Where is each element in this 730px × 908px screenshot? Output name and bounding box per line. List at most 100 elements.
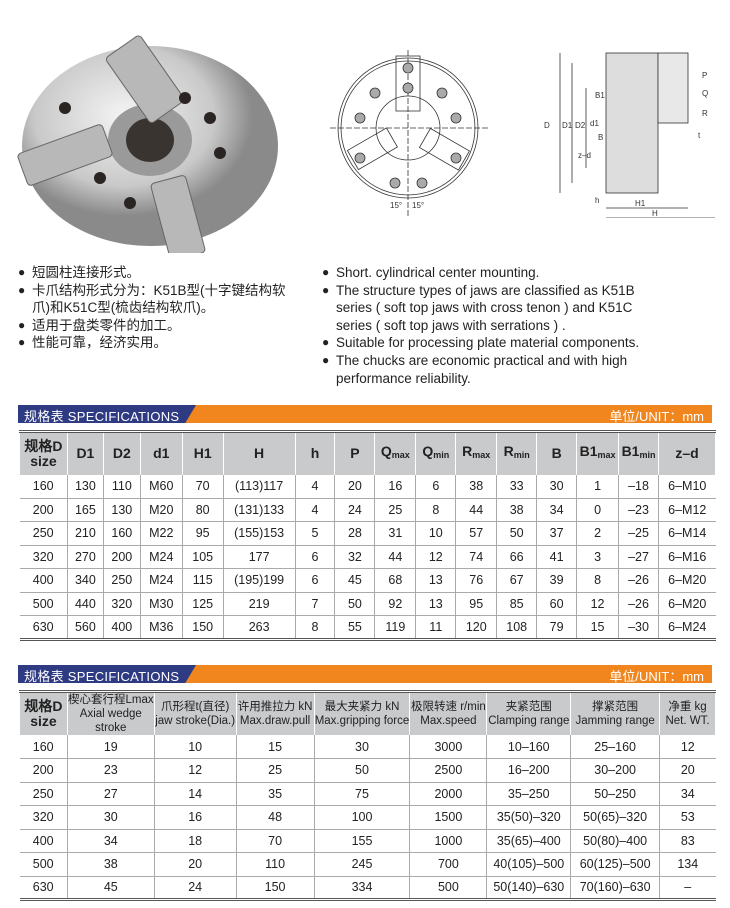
header-subtext: Max.gripping force (314, 715, 410, 727)
feature-cn: 卡爪结构形式分为：K51B型(十字键结构软爪)和K51C型(梳齿结构软爪)。 (18, 282, 298, 317)
header-text: D2 (112, 445, 131, 462)
header-subtext: Max.speed (420, 715, 477, 727)
table-cell: 35 (236, 782, 315, 806)
dim-D1: D1 (562, 121, 573, 130)
spec2-title: 规格表 SPECIFICATIONS (24, 669, 180, 684)
header-text: Q (380, 443, 392, 460)
table-cell: M22 (140, 521, 183, 546)
table-cell: 12 (415, 545, 457, 569)
spec2-table: 规格D size 楔心套行程Lmax Axial wedge stroke 爪形程t(直… (19, 690, 716, 901)
table-cell: 400 (19, 568, 68, 593)
header-text: D1 (76, 445, 95, 462)
header-text: B1 (579, 443, 598, 460)
column-header: z–d (658, 431, 716, 475)
table-row: 250 210 160 M22 95 (155)153 5 28 31 10 57 50 37 2 –25 6… (19, 521, 716, 546)
table-cell: – (659, 876, 716, 900)
table-cell: 6–M16 (658, 545, 716, 569)
table-row: 160 19 10 15 30 3000 10–160 25–160 12 (19, 735, 716, 759)
column-header: 规格D size (19, 431, 68, 475)
table-cell: 6 (295, 545, 336, 569)
table-cell: 105 (182, 545, 224, 569)
table-cell: 320 (19, 805, 68, 830)
table-cell: 200 (19, 498, 68, 522)
table-cell: M36 (140, 615, 183, 640)
table-cell: 38 (455, 474, 498, 499)
table-cell: 8 (415, 498, 457, 522)
header-text: R (503, 443, 514, 460)
feature-cn: 性能可靠，经济实用。 (18, 334, 298, 352)
header-subtext: min (513, 450, 530, 461)
table-cell: 3000 (409, 735, 488, 759)
column-header: Qmin (415, 431, 457, 475)
header-text: B1 (621, 443, 640, 460)
table-cell: –26 (618, 592, 660, 616)
table-cell: 30–200 (570, 758, 661, 783)
table-cell: 155 (314, 829, 411, 853)
table-cell: 8 (576, 568, 620, 593)
table-cell: 2000 (409, 782, 488, 806)
table-cell: 38 (67, 852, 155, 877)
table-cell: 6 (295, 568, 336, 593)
table-cell: 34 (67, 829, 155, 853)
header-subtext: jaw stroke(Dia.) (155, 715, 236, 727)
table-cell: 6–M20 (658, 568, 716, 593)
header-text: H (254, 445, 265, 462)
feature-en: Short. cylindrical center mounting. (322, 264, 662, 282)
header-subtext: min (639, 450, 656, 461)
feature-cn: 短圆柱连接形式。 (18, 264, 298, 282)
header-text: 规格D (24, 437, 63, 454)
table-cell: 8 (295, 615, 336, 640)
table-cell: 50 (314, 758, 411, 783)
table-cell: 6–M20 (658, 592, 716, 616)
table-cell: 6–M10 (658, 474, 716, 499)
column-header: 爪形程t(直径) jaw stroke(Dia.) (153, 691, 237, 735)
table-cell: 16 (374, 474, 417, 499)
table-cell: (131)133 (223, 498, 296, 522)
table-row: 320 270 200 M24 105 177 6 32 44 12 74 66 41 3 –27 6–M16 (19, 545, 716, 569)
angle-label: 15° (390, 201, 402, 210)
table-cell: 18 (154, 829, 237, 853)
table-cell: 130 (67, 474, 104, 499)
table-cell: 70(160)–630 (570, 876, 661, 900)
table-cell: 110 (236, 852, 315, 877)
table-cell: 115 (182, 568, 224, 593)
header-text: 最大夹紧力 kN (324, 701, 400, 713)
column-header: B1max (576, 431, 620, 475)
table-cell: 6–M14 (658, 521, 716, 546)
table-cell: 340 (67, 568, 104, 593)
column-header: 极限转速 r/min Max.speed (409, 691, 488, 735)
table-cell: 85 (496, 592, 538, 616)
table-cell: 12 (659, 735, 716, 759)
table-cell: 160 (19, 735, 68, 759)
table-cell: 10 (415, 521, 457, 546)
table-row: 630 560 400 M36 150 263 8 55 119 11 120 108 79 15 –30 6… (19, 615, 716, 640)
features-cn-list: 短圆柱连接形式。 卡爪结构形式分为：K51B型(十字键结构软爪)和K51C型(梳… (18, 264, 298, 352)
column-header: B (536, 431, 578, 475)
table-cell: (113)117 (223, 474, 296, 499)
dim-B1: B1 (595, 91, 605, 100)
table-cell: 440 (67, 592, 104, 616)
header-subtext: max (597, 450, 616, 461)
table-cell: 50(140)–630 (486, 876, 572, 900)
header-subtext: Axial wedge stroke (79, 708, 142, 734)
dim-P: P (702, 71, 707, 80)
table-cell: 10 (154, 735, 237, 759)
table-cell: 7 (295, 592, 336, 616)
column-header: Rmax (455, 431, 498, 475)
dim-t: t (698, 131, 701, 140)
table-cell: 76 (455, 568, 498, 593)
table-cell: 95 (455, 592, 498, 616)
table-cell: 500 (19, 852, 68, 877)
table-cell: 20 (659, 758, 716, 783)
header-subtext: Max.draw.pull (239, 715, 311, 727)
table-cell: 250 (19, 521, 68, 546)
header-text: 规格D (24, 698, 63, 714)
table-cell: 53 (659, 805, 716, 830)
table-cell: 1000 (409, 829, 488, 853)
table-cell: 5 (295, 521, 336, 546)
header-text: 爪形程t(直径) (160, 701, 230, 713)
table-cell: 2500 (409, 758, 488, 783)
table-cell: 245 (314, 852, 411, 877)
header-text: d1 (153, 445, 170, 462)
table-cell: 160 (103, 521, 141, 546)
